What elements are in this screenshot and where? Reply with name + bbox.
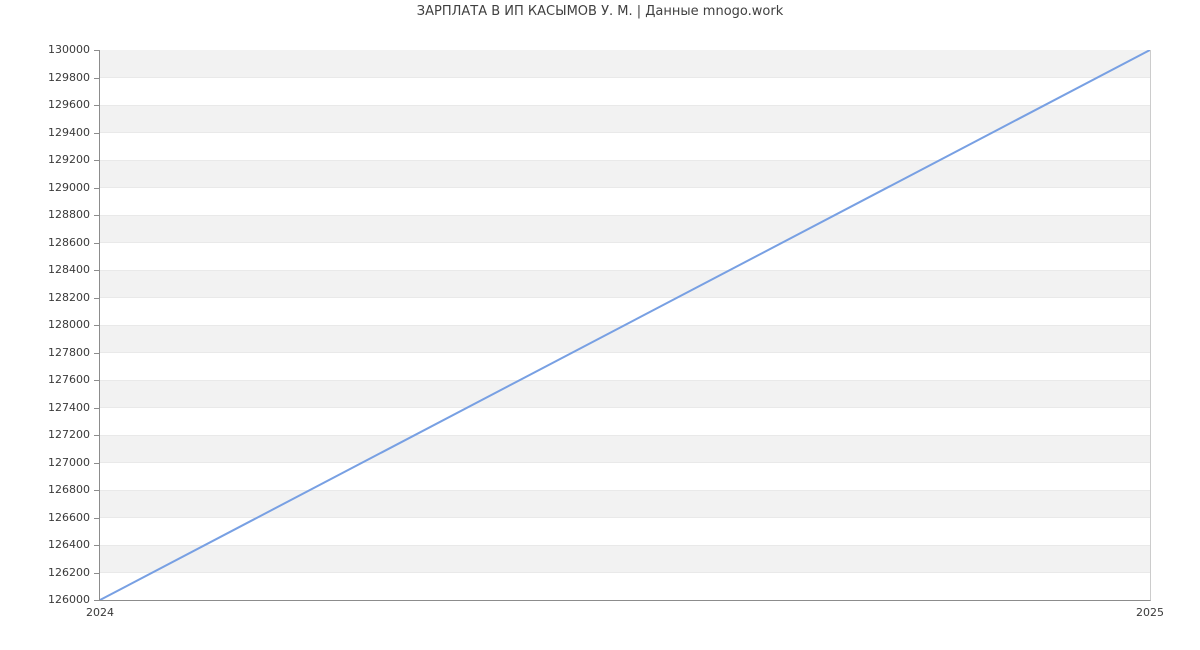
plot-area bbox=[99, 50, 1151, 601]
y-tick-mark bbox=[94, 517, 100, 519]
y-tick-label: 129200 bbox=[48, 153, 90, 166]
gridline bbox=[100, 407, 1150, 408]
gridline bbox=[100, 242, 1150, 243]
y-tick-label: 126600 bbox=[48, 510, 90, 524]
gridline bbox=[100, 297, 1150, 298]
y-tick-mark bbox=[94, 352, 100, 354]
y-tick-mark bbox=[94, 50, 100, 51]
plot-band bbox=[100, 545, 1150, 573]
x-tick-label: 2025 bbox=[1136, 606, 1164, 619]
plot-band bbox=[100, 270, 1150, 298]
y-tick-mark bbox=[94, 490, 100, 491]
gridline bbox=[100, 77, 1150, 78]
y-tick-label: 127800 bbox=[48, 345, 90, 359]
y-tick-mark bbox=[94, 242, 100, 244]
gridline bbox=[100, 517, 1150, 518]
y-tick-label: 128600 bbox=[48, 235, 90, 249]
y-tick-label: 127200 bbox=[48, 428, 90, 441]
y-tick-mark bbox=[94, 600, 100, 601]
x-tick-label: 2024 bbox=[86, 606, 114, 619]
gridline bbox=[100, 462, 1150, 463]
y-tick-label: 126000 bbox=[48, 593, 90, 606]
gridline bbox=[100, 159, 1150, 161]
y-tick-label: 129000 bbox=[48, 180, 90, 194]
y-tick-label: 126800 bbox=[48, 483, 90, 496]
y-axis: 130000 129800 129600 129400 129200 129000 1288… bbox=[0, 43, 90, 606]
x-axis: 2024 2025 bbox=[0, 606, 1200, 626]
gridline bbox=[100, 269, 1150, 271]
gridline bbox=[100, 434, 1150, 436]
y-tick-mark bbox=[94, 462, 100, 464]
gridline bbox=[100, 544, 1150, 546]
gridline bbox=[100, 489, 1150, 491]
y-tick-label: 127600 bbox=[48, 373, 90, 386]
gridline bbox=[100, 214, 1150, 216]
y-tick-label: 128000 bbox=[48, 318, 90, 331]
y-tick-label: 129400 bbox=[48, 125, 90, 139]
y-tick-mark bbox=[94, 132, 100, 134]
plot-band bbox=[100, 105, 1150, 133]
salary-line bbox=[100, 50, 1150, 600]
y-tick-mark bbox=[94, 435, 100, 436]
y-tick-mark bbox=[94, 545, 100, 546]
salary-line-chart bbox=[100, 50, 1150, 600]
plot-band bbox=[100, 325, 1150, 353]
y-tick-label: 129800 bbox=[48, 70, 90, 84]
plot-band bbox=[100, 435, 1150, 463]
y-tick-mark bbox=[94, 77, 100, 79]
plot-band bbox=[100, 160, 1150, 188]
y-tick-mark bbox=[94, 572, 100, 574]
y-tick-label: 127000 bbox=[48, 455, 90, 469]
y-tick-mark bbox=[94, 105, 100, 106]
chart-title: ЗАРПЛАТА В ИП КАСЫМОВ У. М. | Данные mno… bbox=[416, 4, 784, 19]
y-tick-label: 128400 bbox=[48, 263, 90, 276]
plot-band bbox=[100, 215, 1150, 243]
gridline bbox=[100, 572, 1150, 573]
y-tick-mark bbox=[94, 297, 100, 299]
y-tick-mark bbox=[94, 407, 100, 409]
y-tick-mark bbox=[94, 380, 100, 381]
plot-band bbox=[100, 490, 1150, 518]
y-tick-mark bbox=[94, 187, 100, 189]
plot-band bbox=[100, 380, 1150, 408]
y-tick-label: 128800 bbox=[48, 208, 90, 221]
y-tick-label: 130000 bbox=[48, 43, 90, 56]
gridline bbox=[100, 104, 1150, 106]
plot-band bbox=[100, 50, 1150, 78]
y-tick-label: 129600 bbox=[48, 98, 90, 111]
y-tick-mark bbox=[94, 270, 100, 271]
y-tick-mark bbox=[94, 160, 100, 161]
y-tick-label: 127400 bbox=[48, 400, 90, 414]
gridline bbox=[100, 132, 1150, 133]
y-tick-label: 126400 bbox=[48, 538, 90, 551]
y-tick-mark bbox=[94, 215, 100, 216]
y-tick-label: 126200 bbox=[48, 565, 90, 579]
gridline bbox=[100, 379, 1150, 381]
y-tick-mark bbox=[94, 325, 100, 326]
gridline bbox=[100, 352, 1150, 353]
y-tick-label: 128200 bbox=[48, 290, 90, 304]
gridline bbox=[100, 187, 1150, 188]
